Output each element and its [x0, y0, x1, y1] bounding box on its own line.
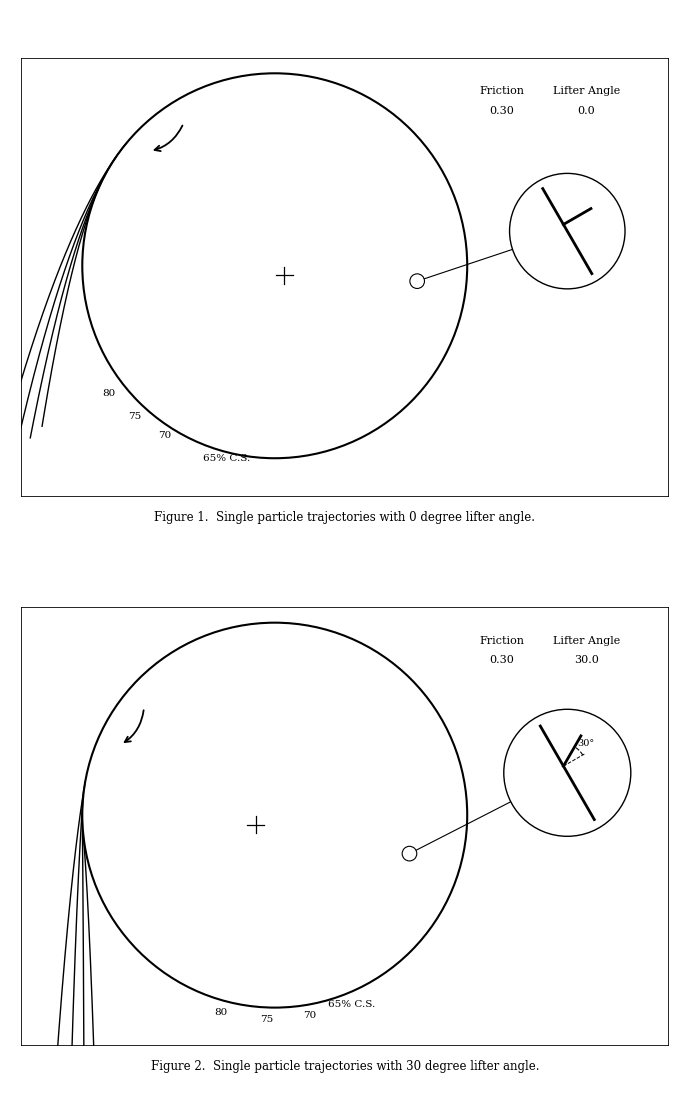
Text: 70: 70: [303, 1011, 316, 1020]
Circle shape: [509, 173, 625, 289]
Text: 30°: 30°: [578, 739, 595, 747]
Text: 80: 80: [103, 389, 116, 397]
Text: Lifter Angle: Lifter Angle: [553, 636, 620, 646]
Text: 65% C.S.: 65% C.S.: [203, 455, 250, 464]
Text: Friction: Friction: [480, 636, 524, 646]
Text: Lifter Angle: Lifter Angle: [553, 86, 620, 96]
Text: 0.30: 0.30: [489, 106, 514, 116]
Text: 75: 75: [128, 412, 141, 421]
Circle shape: [504, 709, 631, 837]
Text: Figure 2.  Single particle trajectories with 30 degree lifter angle.: Figure 2. Single particle trajectories w…: [150, 1060, 540, 1073]
Text: Friction: Friction: [480, 86, 524, 96]
Circle shape: [402, 847, 417, 861]
Text: 65% C.S.: 65% C.S.: [328, 1000, 375, 1009]
Text: 0.0: 0.0: [578, 106, 595, 116]
Text: 70: 70: [159, 432, 172, 440]
Text: 75: 75: [260, 1016, 274, 1025]
Circle shape: [410, 274, 424, 288]
Text: 0.30: 0.30: [489, 655, 514, 665]
Text: Figure 1.  Single particle trajectories with 0 degree lifter angle.: Figure 1. Single particle trajectories w…: [155, 511, 535, 523]
Text: 30.0: 30.0: [574, 655, 599, 665]
Text: 80: 80: [214, 1008, 228, 1017]
